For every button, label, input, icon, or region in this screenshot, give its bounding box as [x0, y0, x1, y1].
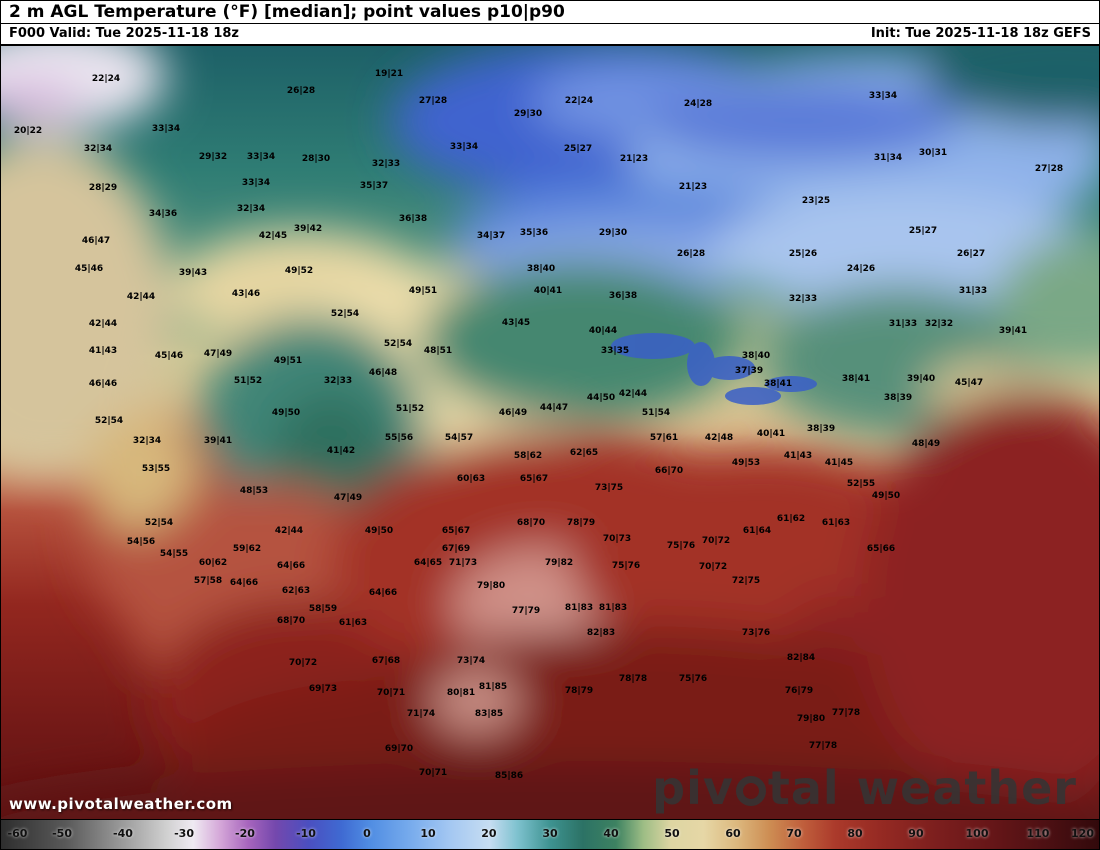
colorbar-tick: 100: [965, 827, 989, 840]
colorbar-tick: -40: [113, 827, 133, 840]
colorbar-tick: 60: [725, 827, 741, 840]
map-title: 2 m AGL Temperature (°F) [median]; point…: [9, 2, 565, 22]
colorbar-tick: 20: [481, 827, 497, 840]
colorbar-tick: 80: [847, 827, 863, 840]
colorbar-tick: -10: [296, 827, 316, 840]
brand-text-left: piv: [652, 761, 734, 815]
temperature-colorbar: -60 -50 -40 -30 -20 -10 0 10 20 30 40 50 60 70 80 90 100…: [1, 819, 1099, 849]
colorbar-tick: -60: [7, 827, 28, 840]
header: 2 m AGL Temperature (°F) [median]; point…: [1, 1, 1099, 46]
colorbar-tick: -20: [235, 827, 255, 840]
valid-time-label: F000 Valid: Tue 2025-11-18 18z: [9, 26, 239, 41]
brand-text-right: tal weather: [767, 761, 1077, 815]
great-lakes: [611, 333, 817, 405]
colorbar-tick: 40: [603, 827, 619, 840]
colorbar-tick: 90: [908, 827, 924, 840]
colorbar-tick: 50: [664, 827, 680, 840]
colorbar-tick: -30: [174, 827, 194, 840]
pin-icon: [735, 776, 766, 806]
colorbar-tick: 0: [363, 827, 371, 840]
init-time-label: Init: Tue 2025-11-18 18z GEFS: [870, 26, 1091, 41]
url-watermark: www.pivotalweather.com: [9, 795, 233, 813]
colorbar-tick: -50: [52, 827, 72, 840]
colorbar-tick: 30: [542, 827, 558, 840]
colorbar-tick: 10: [420, 827, 436, 840]
colorbar-tick: 120: [1071, 827, 1094, 840]
temperature-map-image: [1, 46, 1099, 821]
colorbar-tick: 70: [786, 827, 802, 840]
brand-watermark: piv tal weather: [652, 765, 1077, 811]
map-area: [1, 46, 1099, 821]
header-subrow: F000 Valid: Tue 2025-11-18 18z Init: Tue…: [1, 23, 1099, 44]
colorbar-tick: 110: [1026, 827, 1050, 840]
